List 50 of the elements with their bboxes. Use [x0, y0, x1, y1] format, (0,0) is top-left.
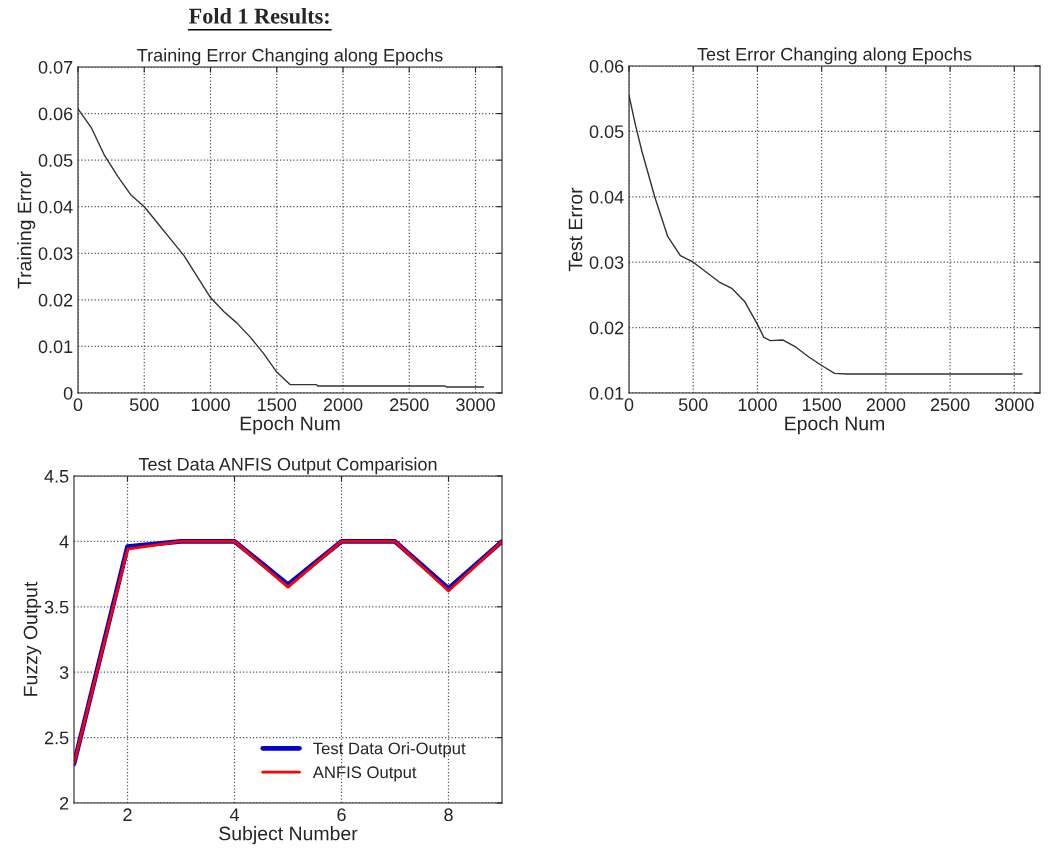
x-tick-label: 8 [444, 808, 453, 822]
x-tick-label: 2000 [866, 398, 906, 412]
text: Fold 1 Results: [189, 8, 329, 24]
y-tick-label: 4.5 [44, 470, 69, 483]
y-tick-label: 0 [63, 386, 73, 400]
y-tick-label: 0.01 [38, 340, 73, 354]
y-axis-title: Training Error [17, 171, 36, 289]
x-tick-label: 2 [123, 808, 132, 821]
x-tick-label: 0 [73, 398, 83, 412]
y-tick-label: 4 [59, 535, 69, 548]
x-tick-label: 500 [678, 398, 708, 412]
y-axis-title: Fuzzy Output [23, 581, 42, 696]
y-tick-label: 0.04 [589, 190, 624, 204]
x-tick-label: 0 [624, 398, 634, 412]
x-tick-label: 2000 [323, 398, 363, 412]
y-tick-label: 0.02 [38, 293, 73, 307]
legend-label: ANFIS Output [312, 766, 417, 782]
x-tick-label: 1000 [738, 398, 777, 412]
y-tick-label: 0.02 [589, 321, 624, 335]
x-tick-label: 3000 [994, 398, 1034, 412]
x-tick-label: 1500 [802, 398, 842, 412]
y-tick-label: 0.06 [589, 59, 624, 73]
y-tick-label: 2 [60, 796, 69, 810]
y-tick-label: 0.04 [38, 200, 73, 214]
y-tick-label: 0.03 [38, 247, 73, 261]
x-axis-title: Subject Number [219, 826, 358, 845]
x-axis-title: Epoch Num [785, 416, 885, 435]
y-tick-label: 0.05 [38, 154, 73, 167]
y-tick-label: 0.03 [589, 256, 624, 269]
y-tick-label: 0.05 [589, 125, 624, 139]
x-tick-label: 500 [129, 398, 159, 412]
legend-label: Test Data Ori-Output [313, 742, 466, 758]
y-axis-title: Test Error [568, 187, 583, 272]
x-tick-label: 6 [337, 808, 346, 822]
y-tick-label: 0.06 [38, 107, 73, 121]
y-tick-label: 3.5 [44, 600, 69, 614]
x-tick-label: 2500 [930, 398, 970, 412]
y-tick-label: 2.5 [44, 731, 69, 745]
x-tick-label: 1500 [258, 398, 297, 412]
y-tick-label: 0.07 [38, 60, 73, 74]
x-tick-label: 1000 [191, 398, 230, 412]
x-tick-label: 4 [229, 808, 239, 821]
y-tick-label: 0.01 [589, 386, 624, 400]
chart-title: Test Data ANFIS Output Comparision [138, 457, 437, 475]
x-tick-label: 3000 [456, 398, 495, 412]
x-axis-title: Epoch Num [240, 416, 340, 435]
y-tick-label: 3 [59, 666, 69, 679]
chart-title: Training Error Changing along Epochs [137, 48, 443, 66]
chart-title: Test Error Changing along Epochs [697, 47, 972, 65]
x-tick-label: 2500 [390, 398, 429, 412]
